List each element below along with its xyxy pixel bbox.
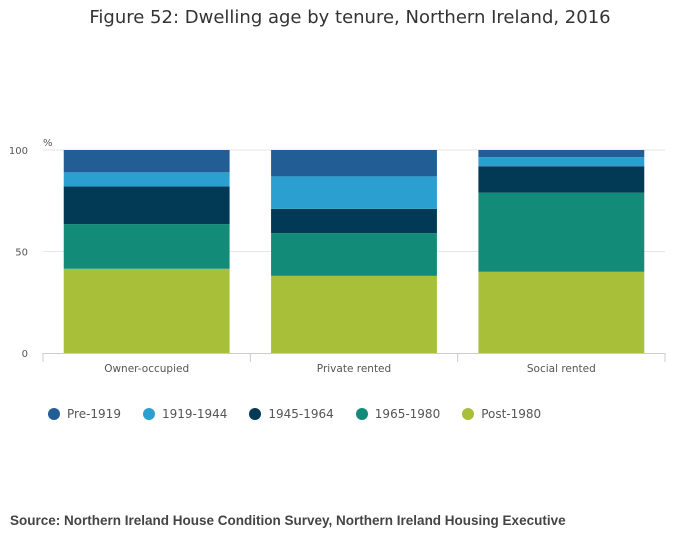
bar-segment (271, 233, 437, 276)
bar-segment (478, 271, 645, 353)
y-tick-label: 100 (9, 146, 28, 157)
stacked-bar-chart: 0 50 100% Owner-occupied Private rented Socia… (9, 138, 666, 375)
legend-swatch (462, 408, 475, 420)
legend-label: 1965-1980 (374, 407, 441, 421)
x-tick-label: Social rented (527, 363, 596, 375)
legend-label: 1919-1944 (161, 407, 228, 421)
bar-segment (271, 275, 437, 353)
bar-segment (271, 208, 437, 234)
bar-segment (63, 172, 230, 187)
bar-segment (271, 150, 437, 177)
legend-swatch (249, 408, 262, 420)
bar-segment (478, 192, 645, 272)
bar-segment (478, 166, 645, 193)
legend-swatch (355, 408, 368, 420)
bar-segment (63, 150, 230, 173)
legend-item[interactable]: Post-1980 (462, 407, 541, 421)
legend-label: Post-1980 (481, 407, 542, 421)
source-note: Source: Northern Ireland House Condition… (10, 513, 566, 528)
legend-swatch (142, 408, 155, 420)
legend-item[interactable]: Pre-1919 (48, 407, 121, 421)
y-tick-label: 0 (22, 349, 28, 360)
legend-label: 1945-1964 (268, 407, 334, 421)
x-tick-label: Owner-occupied (104, 363, 189, 375)
chart-title: Figure 52: Dwelling age by tenure, North… (89, 7, 611, 28)
legend-swatch (48, 408, 60, 420)
bar-segment (63, 268, 230, 353)
chart-legend: Pre-1919 1919-1944 1945-1964 1965-1980 Post-… (48, 407, 563, 421)
bar-segment (478, 157, 645, 167)
bar-segment (63, 224, 230, 269)
y-tick-label: 50 (15, 248, 28, 259)
bar-segment (63, 186, 230, 225)
bar-segment (478, 150, 645, 158)
legend-item[interactable]: 1919-1944 (142, 407, 228, 421)
legend-item[interactable]: 1965-1980 (355, 407, 441, 421)
legend-label: Pre-1919 (67, 407, 121, 421)
legend-item[interactable]: 1945-1964 (249, 407, 334, 421)
bar-segment (271, 176, 437, 209)
y-axis-unit-label: % (43, 138, 53, 149)
x-tick-label: Private rented (317, 363, 391, 375)
